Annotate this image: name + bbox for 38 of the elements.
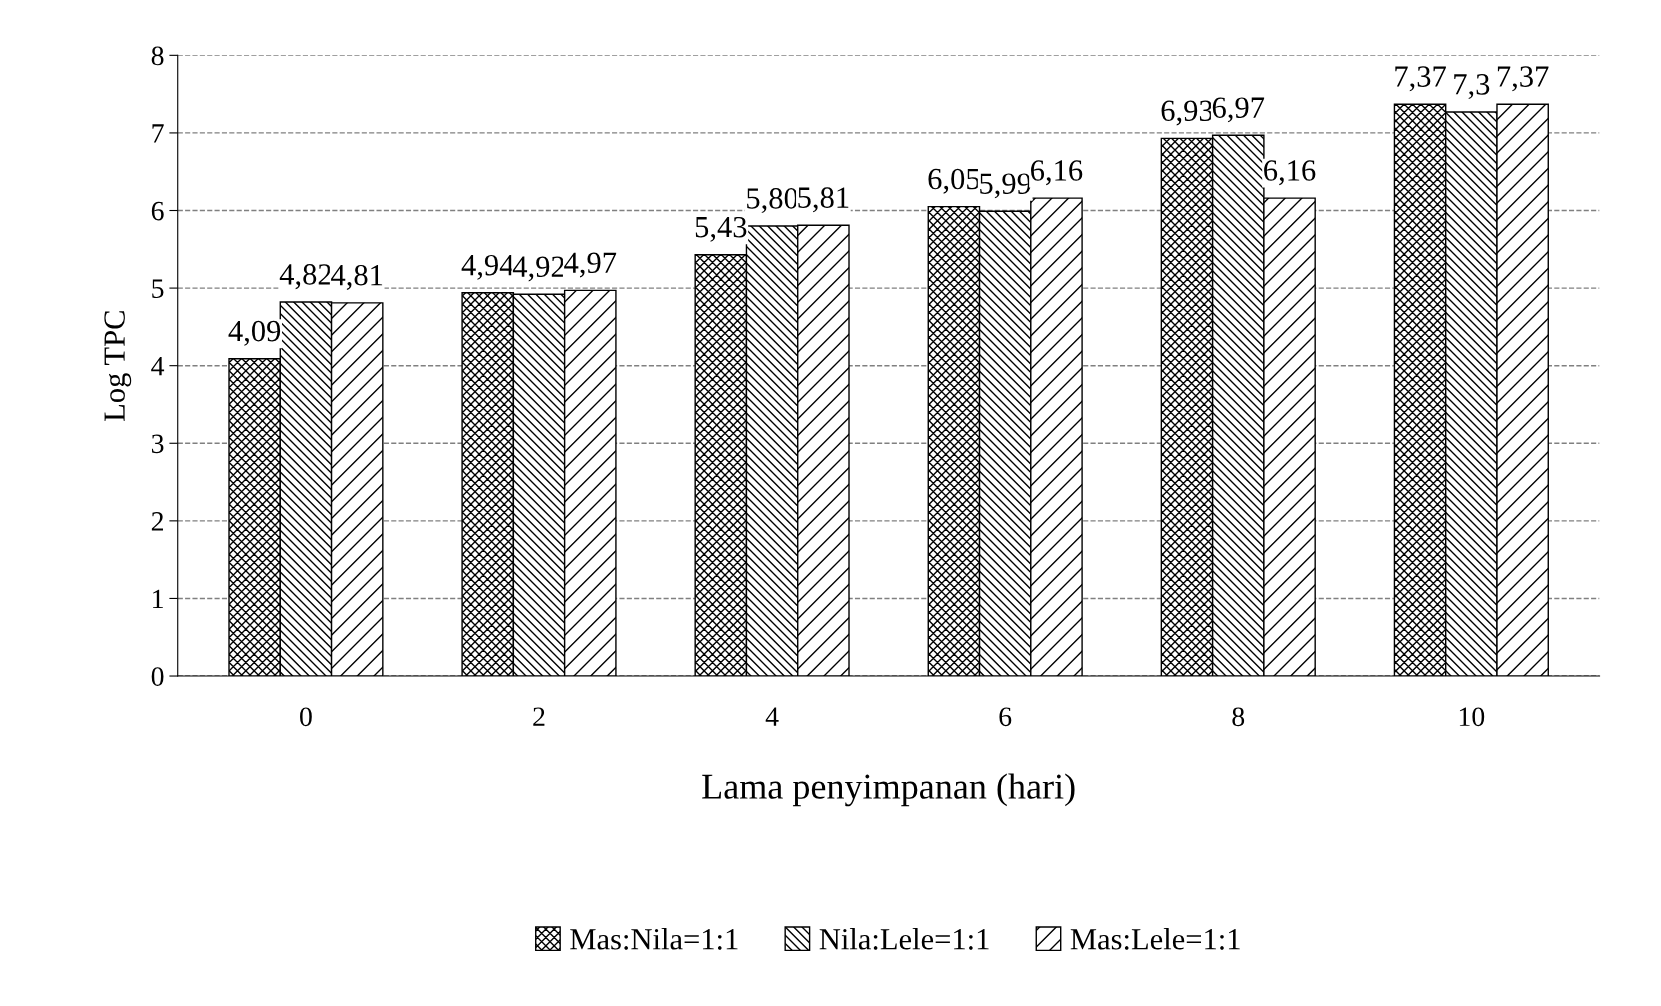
x-tick-label: 0 bbox=[300, 707, 312, 727]
data-label: 5,81 bbox=[798, 187, 849, 213]
data-label: 7,37 bbox=[1395, 66, 1446, 92]
y-tick-label: 2 bbox=[151, 512, 163, 531]
y-tick-label: 5 bbox=[152, 279, 164, 298]
data-label: 4,09 bbox=[228, 320, 281, 346]
x-tick-label: 8 bbox=[1232, 707, 1245, 727]
y-tick-label: 1 bbox=[153, 589, 163, 609]
x-tick-label: 2 bbox=[533, 707, 545, 726]
data-label: 6,16 bbox=[1031, 160, 1083, 186]
data-label: 4,92 bbox=[512, 256, 565, 282]
data-label: 4,82 bbox=[279, 264, 331, 290]
y-axis-title: Log TPC bbox=[104, 311, 132, 421]
data-label: 5,80 bbox=[747, 188, 798, 214]
y-tick-label: 6 bbox=[151, 201, 164, 221]
data-label: 6,93 bbox=[1161, 100, 1213, 126]
legend-label: Nila:Lele=1:1 bbox=[819, 928, 989, 950]
data-label: 6,05 bbox=[928, 168, 980, 194]
y-tick-label: 3 bbox=[151, 434, 164, 454]
legend-label: Mas:Nila=1:1 bbox=[570, 928, 738, 950]
x-tick-label: 4 bbox=[765, 707, 779, 726]
y-tick-label: 0 bbox=[151, 667, 164, 686]
data-label: 5,99 bbox=[980, 173, 1031, 199]
data-label: 7,3 bbox=[1454, 74, 1490, 100]
x-tick-label: 10 bbox=[1459, 707, 1485, 727]
y-tick-label: 8 bbox=[151, 46, 164, 66]
x-axis-title: Lama penyimpanan (hari) bbox=[702, 773, 1075, 807]
data-label: 5,43 bbox=[695, 216, 747, 242]
data-label: 6,97 bbox=[1212, 97, 1265, 123]
data-label: 4,94 bbox=[461, 254, 514, 280]
y-tick-label: 7 bbox=[152, 124, 164, 143]
x-tick-label: 6 bbox=[999, 707, 1012, 727]
data-label: 4,97 bbox=[564, 252, 617, 278]
data-label: 6,16 bbox=[1264, 160, 1316, 186]
legend-label: Mas:Lele=1:1 bbox=[1070, 928, 1240, 950]
data-label: 4,81 bbox=[331, 264, 383, 290]
data-label: 7,37 bbox=[1497, 66, 1549, 92]
y-tick-label: 4 bbox=[151, 357, 165, 376]
